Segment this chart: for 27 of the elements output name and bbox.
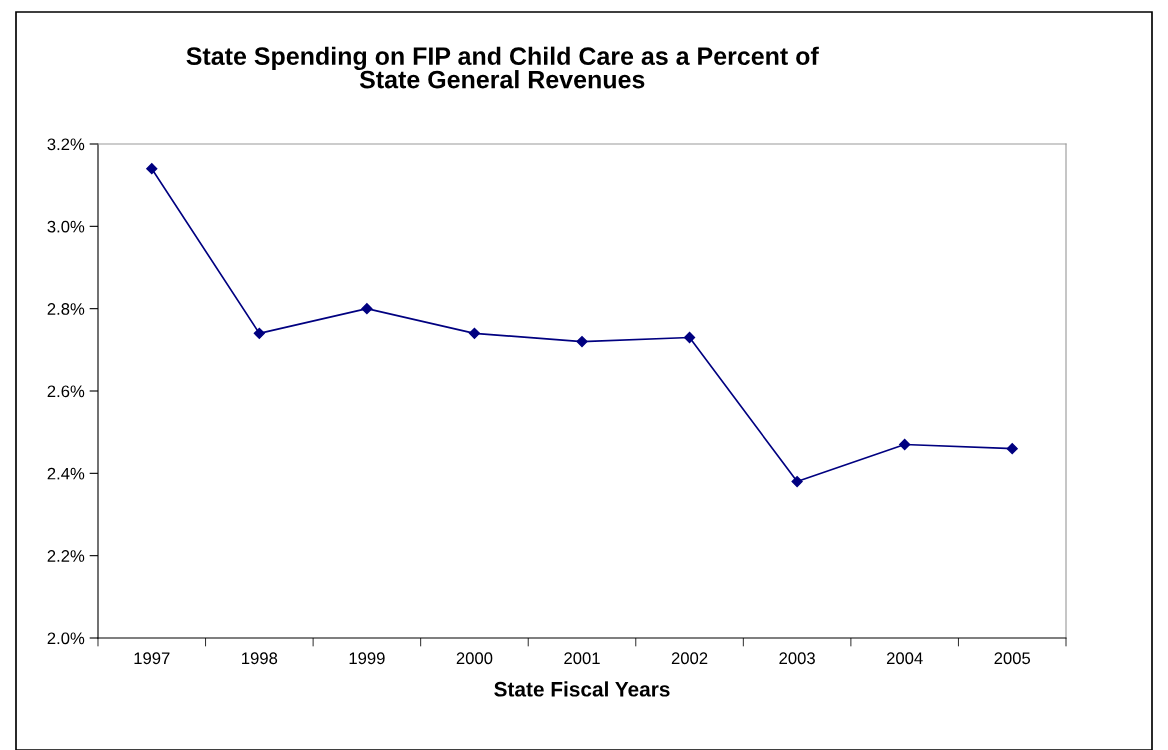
x-tick-label: 2003 <box>779 652 815 665</box>
y-tick-label: 2.2% <box>47 550 85 562</box>
x-tick-label: 2005 <box>994 652 1031 665</box>
x-tick-label: 1998 <box>242 652 278 665</box>
point <box>361 303 373 315</box>
point <box>1006 443 1018 455</box>
y-tick-label: 3.2% <box>47 138 85 151</box>
x-tick-label: 1997 <box>134 652 170 665</box>
y-tick-label: 2.8% <box>47 303 85 315</box>
y-tick-label: 2.4% <box>47 467 85 480</box>
x-tick-label: 2001 <box>564 652 600 665</box>
chart-title: State Spending on FIP and Child Care as a Percent of State General Revenues <box>186 46 819 89</box>
x-axis-title: State Fiscal Years <box>494 681 670 697</box>
x-tick-label: 1999 <box>349 652 385 665</box>
y-tick-label: 2.0% <box>47 632 85 645</box>
x-tick-label: 2002 <box>671 652 708 665</box>
point <box>576 335 588 348</box>
point <box>683 331 696 344</box>
x-tick-label: 2004 <box>886 652 923 665</box>
point <box>791 475 803 488</box>
y-tick-label: 3.0% <box>47 220 85 233</box>
point <box>253 327 265 339</box>
point <box>468 327 481 339</box>
point <box>899 438 911 451</box>
point <box>146 163 158 175</box>
y-tick-label: 2.6% <box>47 385 85 398</box>
x-tick-label: 2000 <box>456 652 493 665</box>
